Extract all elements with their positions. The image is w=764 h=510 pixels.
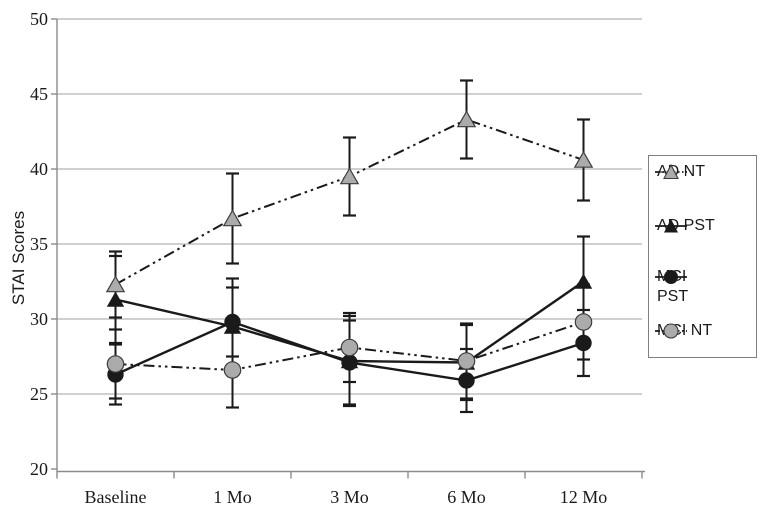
marker-ad-pst [106,291,125,307]
marker-ad-pst [574,273,593,289]
marker-mci-nt [106,355,125,373]
marker-ad-nt [573,150,594,168]
ad-nt-legend-marker [655,163,687,180]
ad-pst-legend-marker [655,219,687,233]
marker-ad-nt [222,209,243,227]
mci-nt-legend-marker [655,323,687,339]
x-category-label: Baseline [85,487,147,507]
legend-item-mci-pst: MCI PST [654,267,688,307]
legend-box: AD NT AD PST MCI PST MCI NT [648,155,757,358]
y-axis-title: STAI Scores [9,210,28,306]
y-tick-label: 20 [30,459,48,479]
marker-ad-nt [456,110,477,128]
marker-ad-nt [105,275,126,293]
x-category-label: 12 Mo [560,487,608,507]
marker-mci-pst [224,313,241,331]
marker-mci-pst [575,334,592,352]
legend-item-ad-nt: AD NT [654,162,705,182]
legend-item-mci-nt: MCI NT [654,321,712,341]
y-tick-label: 25 [30,384,48,404]
marker-mci-pst [458,372,475,389]
marker-ad-nt [339,167,360,185]
marker-mci-nt [340,338,359,357]
x-category-label: 6 Mo [447,487,486,507]
marker-mci-nt [574,313,593,331]
x-category-label: 1 Mo [213,487,252,507]
x-category-label: 3 Mo [330,487,369,507]
y-tick-label: 45 [30,84,48,104]
y-tick-label: 30 [30,309,48,329]
y-tick-label: 35 [30,234,48,254]
legend-item-ad-pst: AD PST [654,216,715,236]
marker-mci-nt [223,361,242,379]
mci-pst-legend-marker [655,270,687,284]
marker-mci-pst [341,354,358,371]
marker-mci-nt [457,352,476,370]
y-tick-label: 50 [30,9,48,29]
series-line-mci-nt [115,321,584,372]
y-tick-label: 40 [30,159,48,179]
